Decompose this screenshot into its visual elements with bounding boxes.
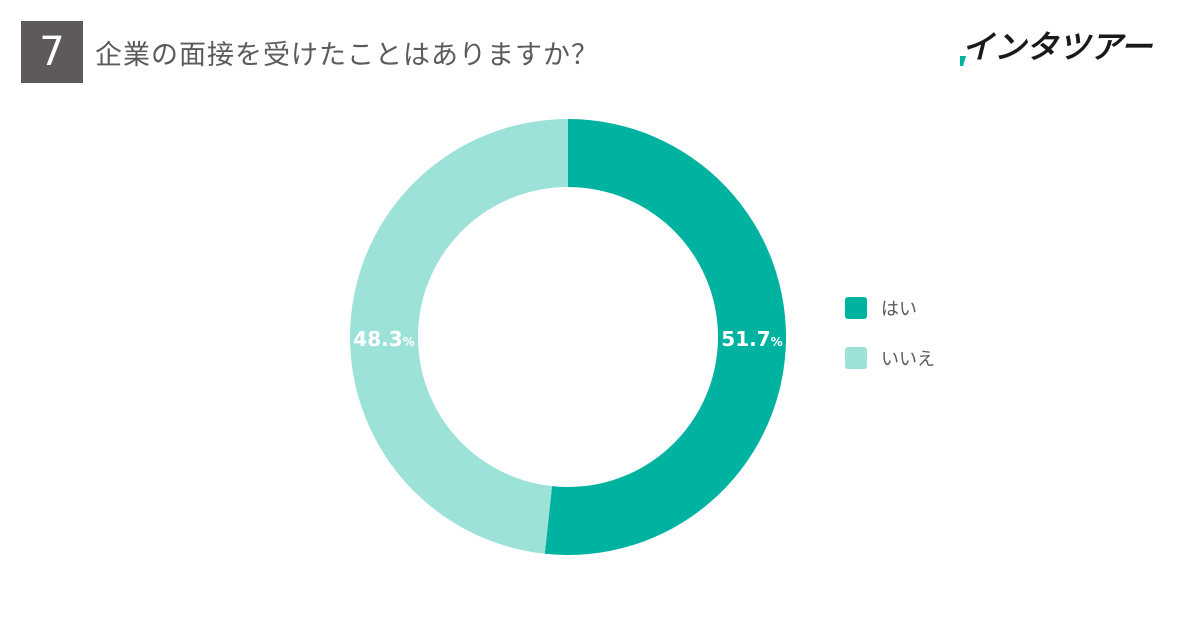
data-label-no: 48.3% xyxy=(353,327,414,351)
question-number-badge: 7 xyxy=(21,21,83,83)
data-label-yes: 51.7% xyxy=(721,327,782,351)
brand-text: インタツアー xyxy=(962,28,1153,66)
page-title: 企業の面接を受けたことはありますか？ xyxy=(95,40,599,71)
chart-slices xyxy=(349,119,786,555)
chart-labels: 51.7%48.3% xyxy=(353,327,782,351)
legend-label-no: いいえ xyxy=(881,349,935,370)
legend-item-yes: はい xyxy=(845,294,935,322)
brand-logo-svg: インタツアー xyxy=(957,28,1153,66)
chart-legend: はい いいえ xyxy=(845,294,935,394)
legend-label-yes: はい xyxy=(881,299,917,320)
question-number: 7 xyxy=(39,29,65,75)
data-label-value-yes: 51.7 xyxy=(721,327,770,351)
data-label-value-no: 48.3 xyxy=(353,327,402,351)
brand-logo: インタツアー xyxy=(957,22,1170,76)
slice-no xyxy=(349,119,568,554)
legend-item-no: いいえ xyxy=(845,344,935,372)
legend-swatch-no xyxy=(845,347,867,369)
data-label-unit-no: % xyxy=(403,335,415,349)
data-label-unit-yes: % xyxy=(771,335,783,349)
slice-yes xyxy=(544,119,786,555)
legend-swatch-yes xyxy=(845,297,867,319)
brand-accent xyxy=(957,56,966,66)
